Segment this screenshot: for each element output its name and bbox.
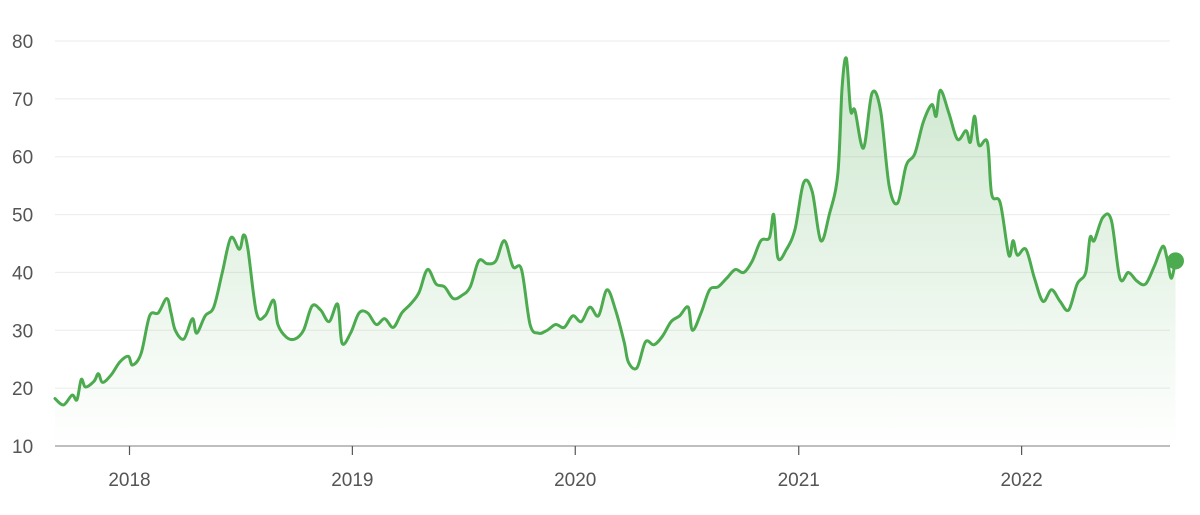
y-tick-label-60: 60 — [12, 148, 33, 169]
y-tick-label-20: 20 — [12, 379, 33, 400]
y-tick-label-70: 70 — [12, 90, 33, 111]
marker-layer[interactable] — [1166, 252, 1184, 270]
latest-value-marker[interactable] — [1166, 252, 1184, 270]
series-area — [55, 57, 1176, 447]
x-tick-label-2019: 2019 — [331, 470, 373, 491]
y-tick-label-50: 50 — [12, 206, 33, 227]
x-tick-label-2018: 2018 — [108, 470, 150, 491]
y-tick-label-80: 80 — [12, 32, 33, 53]
y-tick-label-40: 40 — [12, 263, 33, 284]
line-layer — [53, 56, 1177, 407]
x-axis: 2018 2019 2020 2021 2022 — [55, 445, 1170, 491]
x-tick-label-2021: 2021 — [778, 470, 820, 491]
x-tick-label-2022: 2022 — [1000, 470, 1042, 491]
y-axis: 10 20 30 40 50 60 70 80 — [12, 32, 33, 458]
x-tick-label-2020: 2020 — [554, 470, 596, 491]
y-tick-label-10: 10 — [12, 437, 33, 458]
series-line — [53, 56, 1177, 407]
y-tick-label-30: 30 — [12, 321, 33, 342]
area-layer — [55, 57, 1176, 447]
